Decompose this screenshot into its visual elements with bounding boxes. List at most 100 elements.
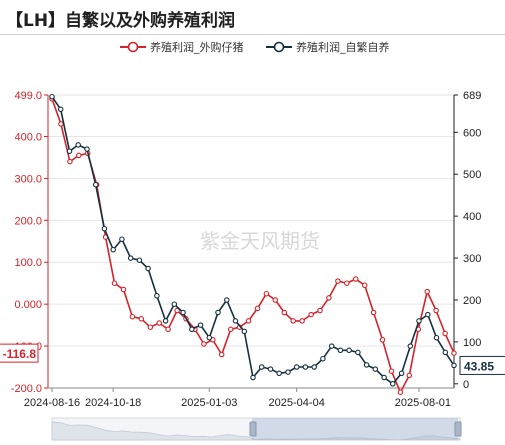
data-point: [299, 318, 305, 324]
data-point: [346, 347, 352, 354]
data-point: [451, 350, 457, 356]
data-point: [416, 318, 422, 324]
slider-selected-window[interactable]: [252, 418, 458, 440]
left-tick-label: 400.0: [14, 131, 42, 143]
data-point: [174, 307, 180, 314]
left-tick-label: 499.0: [14, 90, 42, 102]
slider-handle-left[interactable]: [249, 421, 257, 437]
data-point: [263, 290, 270, 297]
data-point: [442, 330, 448, 337]
x-tick-label: 2024-08-16: [24, 397, 80, 409]
data-point: [335, 278, 341, 284]
x-axis-ticks: 2024-08-16 2024-10-18 2025-01-03 2025-04-04…: [24, 388, 451, 409]
watermark-text: 紫金天风期货: [200, 229, 320, 253]
data-point: [241, 328, 248, 335]
title-divider: [0, 34, 505, 35]
left-tick-label: 200.0: [14, 215, 42, 227]
last-label-box-purchased: [0, 343, 39, 363]
data-point: [189, 326, 195, 333]
data-point: [232, 318, 239, 324]
right-tick-label: 500: [463, 169, 481, 181]
data-point: [245, 318, 252, 324]
series-line: [51, 98, 455, 393]
data-point: [129, 313, 136, 320]
data-point: [355, 349, 361, 356]
data-point: [136, 257, 143, 263]
data-point: [227, 326, 234, 333]
legend-item-self-bred[interactable]: 养殖利润_自繁自养: [266, 40, 390, 54]
data-point: [390, 381, 396, 387]
data-point: [397, 389, 404, 395]
data-point: [224, 297, 230, 303]
legend-marker-self-bred: [273, 41, 285, 53]
data-point: [363, 362, 370, 368]
legend-label-purchased: 养殖利润_外购仔猪: [150, 40, 244, 54]
data-point: [84, 146, 90, 152]
slider-preview-area: [51, 421, 461, 441]
x-tick-label: 2025-08-01: [395, 397, 451, 409]
data-point: [370, 309, 377, 316]
left-tick-label: 0.000: [14, 299, 42, 311]
last-value-purchased: -116.8: [3, 347, 37, 361]
data-point: [66, 148, 73, 154]
right-tick-label: 300: [463, 253, 481, 265]
data-point: [293, 364, 300, 370]
data-point: [171, 301, 178, 307]
slider-handle-right[interactable]: [454, 421, 462, 437]
right-tick-label: 100: [463, 337, 481, 349]
data-point: [49, 93, 55, 100]
data-point: [76, 152, 82, 159]
data-point: [326, 295, 332, 301]
x-tick-label: 2025-04-04: [269, 397, 325, 409]
right-tick-label: 600: [463, 127, 481, 139]
data-point: [145, 265, 151, 272]
data-point: [92, 181, 99, 188]
data-point: [372, 366, 379, 372]
data-point: [424, 288, 430, 295]
right-tick-label: 200: [463, 295, 481, 307]
data-point: [281, 309, 288, 316]
data-point: [406, 372, 413, 379]
left-tick-label: -200.0: [11, 383, 42, 395]
left-tick-label: 100.0: [14, 257, 42, 269]
data-point: [398, 370, 405, 377]
data-point: [218, 351, 225, 358]
legend[interactable]: 养殖利润_外购仔猪 养殖利润_自繁自养: [120, 40, 390, 54]
data-point: [320, 355, 326, 362]
data-point: [425, 311, 431, 318]
data-point: [201, 341, 207, 347]
data-point: [276, 370, 282, 377]
data-point: [361, 282, 368, 289]
data-point: [388, 368, 395, 374]
data-point: [254, 305, 261, 312]
data-point: [75, 142, 81, 148]
legend-label-self-bred: 养殖利润_自繁自养: [296, 40, 390, 54]
data-point: [58, 121, 64, 127]
data-point: [215, 309, 221, 316]
data-point: [197, 322, 204, 328]
data-point: [162, 318, 169, 324]
data-point: [147, 324, 154, 330]
data-point: [258, 364, 265, 370]
data-point: [156, 320, 162, 326]
legend-item-purchased[interactable]: 养殖利润_外购仔猪: [120, 40, 244, 54]
data-point: [311, 364, 317, 370]
data-point: [302, 364, 309, 370]
left-tick-label: 300.0: [14, 173, 42, 185]
data-point: [154, 293, 160, 299]
right-axis-ticks: 689 600 500 400 300 200 100 0: [454, 90, 481, 391]
data-point: [119, 236, 125, 242]
data-point: [344, 280, 350, 286]
data-point: [120, 286, 127, 293]
data-point: [111, 280, 118, 286]
data-point: [442, 349, 449, 356]
data-point: [110, 246, 116, 253]
data-point: [206, 334, 213, 341]
data-point: [250, 374, 256, 381]
data-point: [433, 307, 439, 314]
chart-title: 【LH】自繁以及外购养殖利润: [6, 11, 236, 31]
data-point: [290, 318, 296, 324]
legend-marker-purchased: [127, 41, 139, 53]
series-purchased-piglets: [49, 96, 457, 395]
zoom-slider[interactable]: [51, 417, 462, 441]
